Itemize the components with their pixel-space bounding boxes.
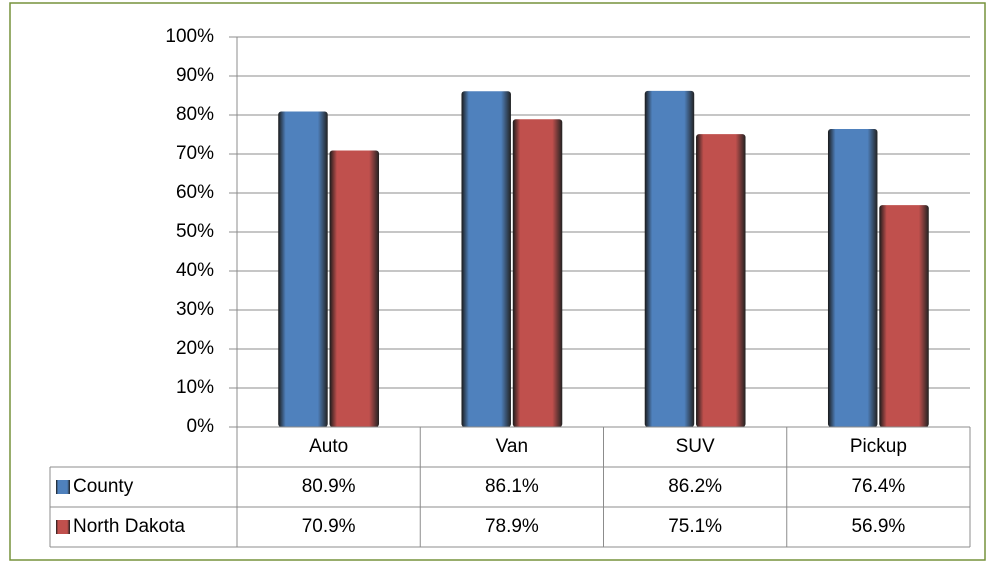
bar	[879, 205, 929, 427]
data-table-value: 86.1%	[485, 476, 539, 497]
x-tick-label: Pickup	[850, 436, 907, 457]
legend-label: County	[73, 476, 134, 497]
bar	[644, 90, 695, 427]
data-table-value: 76.4%	[851, 476, 905, 497]
data-table-value: 56.9%	[851, 516, 905, 537]
y-tick-label: 90%	[176, 65, 214, 86]
data-table-value: 75.1%	[668, 516, 722, 537]
y-tick-label: 30%	[176, 299, 214, 320]
legend-swatch	[56, 480, 70, 494]
bar	[827, 129, 878, 428]
bar	[512, 119, 563, 427]
x-tick-label: Van	[496, 436, 528, 457]
y-tick-label: 20%	[176, 338, 214, 359]
y-tick-label: 100%	[165, 26, 214, 47]
y-tick-label: 0%	[187, 416, 215, 437]
x-tick-label: Auto	[309, 436, 348, 457]
bar	[329, 150, 380, 428]
bar	[461, 91, 511, 428]
data-table-value: 78.9%	[485, 516, 539, 537]
data-table-value: 86.2%	[668, 476, 722, 497]
data-table-value: 70.9%	[302, 516, 356, 537]
y-tick-label: 40%	[176, 260, 214, 281]
legend-swatch	[56, 520, 70, 534]
y-tick-label: 10%	[176, 377, 214, 398]
data-table-value: 80.9%	[302, 476, 356, 497]
y-tick-label: 70%	[176, 143, 214, 164]
legend-label: North Dakota	[73, 516, 185, 537]
y-tick-label: 60%	[176, 182, 214, 203]
y-tick-label: 80%	[176, 104, 214, 125]
bar	[696, 134, 746, 428]
bar	[278, 111, 328, 428]
y-tick-label: 50%	[176, 221, 214, 242]
x-tick-label: SUV	[676, 436, 715, 457]
